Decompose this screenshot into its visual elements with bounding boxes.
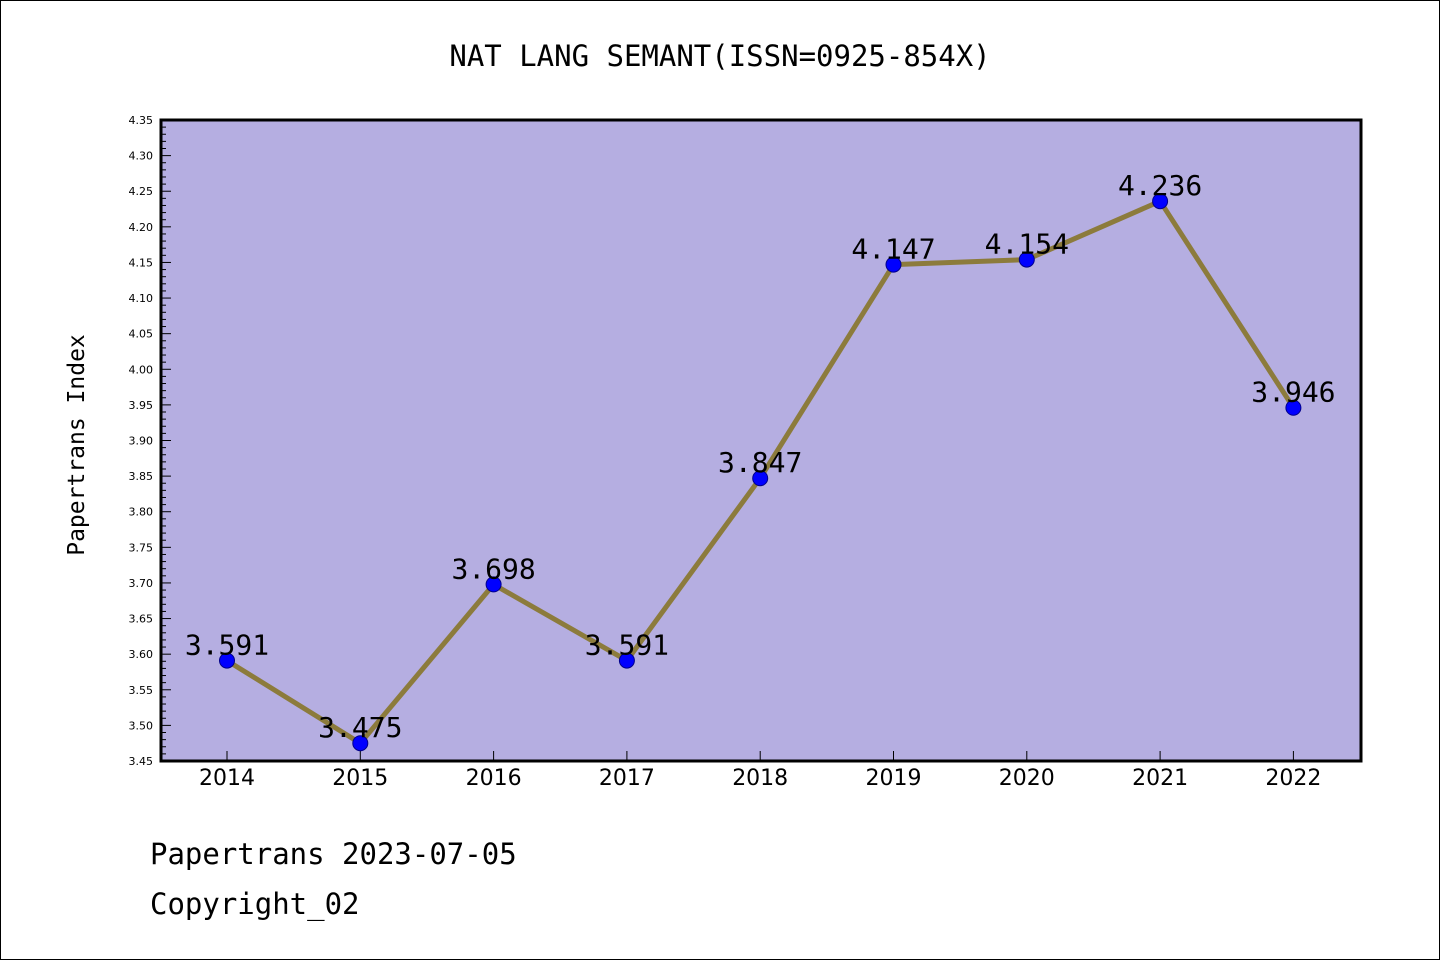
y-tick-label: 4.20: [129, 221, 154, 234]
y-tick-label: 4.25: [129, 185, 154, 198]
y-tick-label: 4.05: [129, 328, 154, 341]
y-tick-label: 3.55: [129, 684, 154, 697]
y-tick-label: 4.15: [129, 256, 154, 269]
x-tick-label: 2022: [1265, 766, 1321, 791]
x-tick-label: 2017: [599, 766, 655, 791]
y-tick-label: 4.00: [129, 363, 154, 376]
y-tick-label: 3.70: [129, 577, 154, 590]
x-axis: 2014 2015 2016 2017 2018 2019 2020 2021 2022: [199, 751, 1321, 791]
y-tick-label: 3.95: [129, 399, 154, 412]
y-tick-label: 3.90: [129, 435, 154, 448]
y-axis: 3.45 3.50 3.55 3.60 3.65 3.70 3.75 3.80 3.85 3.90…: [129, 114, 171, 768]
data-label: 3.698: [451, 552, 535, 585]
data-point: [352, 735, 369, 752]
data-point: [1018, 251, 1035, 268]
y-axis-title: Papertrans Index: [64, 334, 90, 556]
data-label: 4.147: [851, 233, 935, 266]
footer-copyright: Copyright_02: [150, 887, 360, 922]
data-point: [885, 256, 902, 273]
y-tick-label: 4.35: [129, 114, 154, 127]
data-label: 3.591: [185, 629, 269, 662]
data-point: [485, 576, 502, 593]
y-tick-label: 3.65: [129, 613, 154, 626]
data-label: 3.946: [1251, 376, 1335, 409]
chart-title: NAT LANG SEMANT(ISSN=0925-854X): [449, 39, 990, 73]
data-point: [219, 652, 235, 669]
y-tick-label: 3.75: [129, 541, 154, 554]
data-label: 3.475: [318, 711, 402, 744]
data-label: 4.236: [1118, 169, 1202, 202]
data-point: [1285, 399, 1302, 416]
data-point: [1152, 193, 1169, 210]
x-tick-label: 2015: [332, 766, 388, 791]
data-point: [618, 652, 635, 669]
x-tick-label: 2018: [732, 766, 788, 791]
y-tick-label: 3.45: [129, 755, 154, 768]
data-point: [752, 470, 769, 487]
x-tick-label: 2021: [1132, 766, 1188, 791]
plot-area: [161, 120, 1361, 761]
plot-border: [159, 118, 1363, 763]
x-tick-label: 2014: [199, 766, 255, 791]
y-tick-label: 3.80: [129, 506, 154, 519]
y-tick-label: 3.50: [129, 719, 154, 732]
x-tick-label: 2019: [866, 766, 922, 791]
footer-date: Papertrans 2023-07-05: [150, 837, 517, 871]
y-tick-label: 4.30: [129, 150, 154, 163]
y-tick-label: 3.85: [129, 470, 154, 483]
data-label: 3.847: [718, 446, 802, 479]
y-tick-label: 4.10: [129, 292, 154, 305]
x-tick-label: 2016: [466, 766, 522, 791]
x-tick-label: 2020: [999, 766, 1055, 791]
data-label: 3.591: [585, 629, 669, 662]
data-label: 4.154: [985, 228, 1069, 261]
series-group: 3.591 3.475 3.698 3.591 3.847 4.147 4.154 4.236…: [185, 169, 1336, 752]
y-tick-label: 3.60: [129, 648, 154, 661]
